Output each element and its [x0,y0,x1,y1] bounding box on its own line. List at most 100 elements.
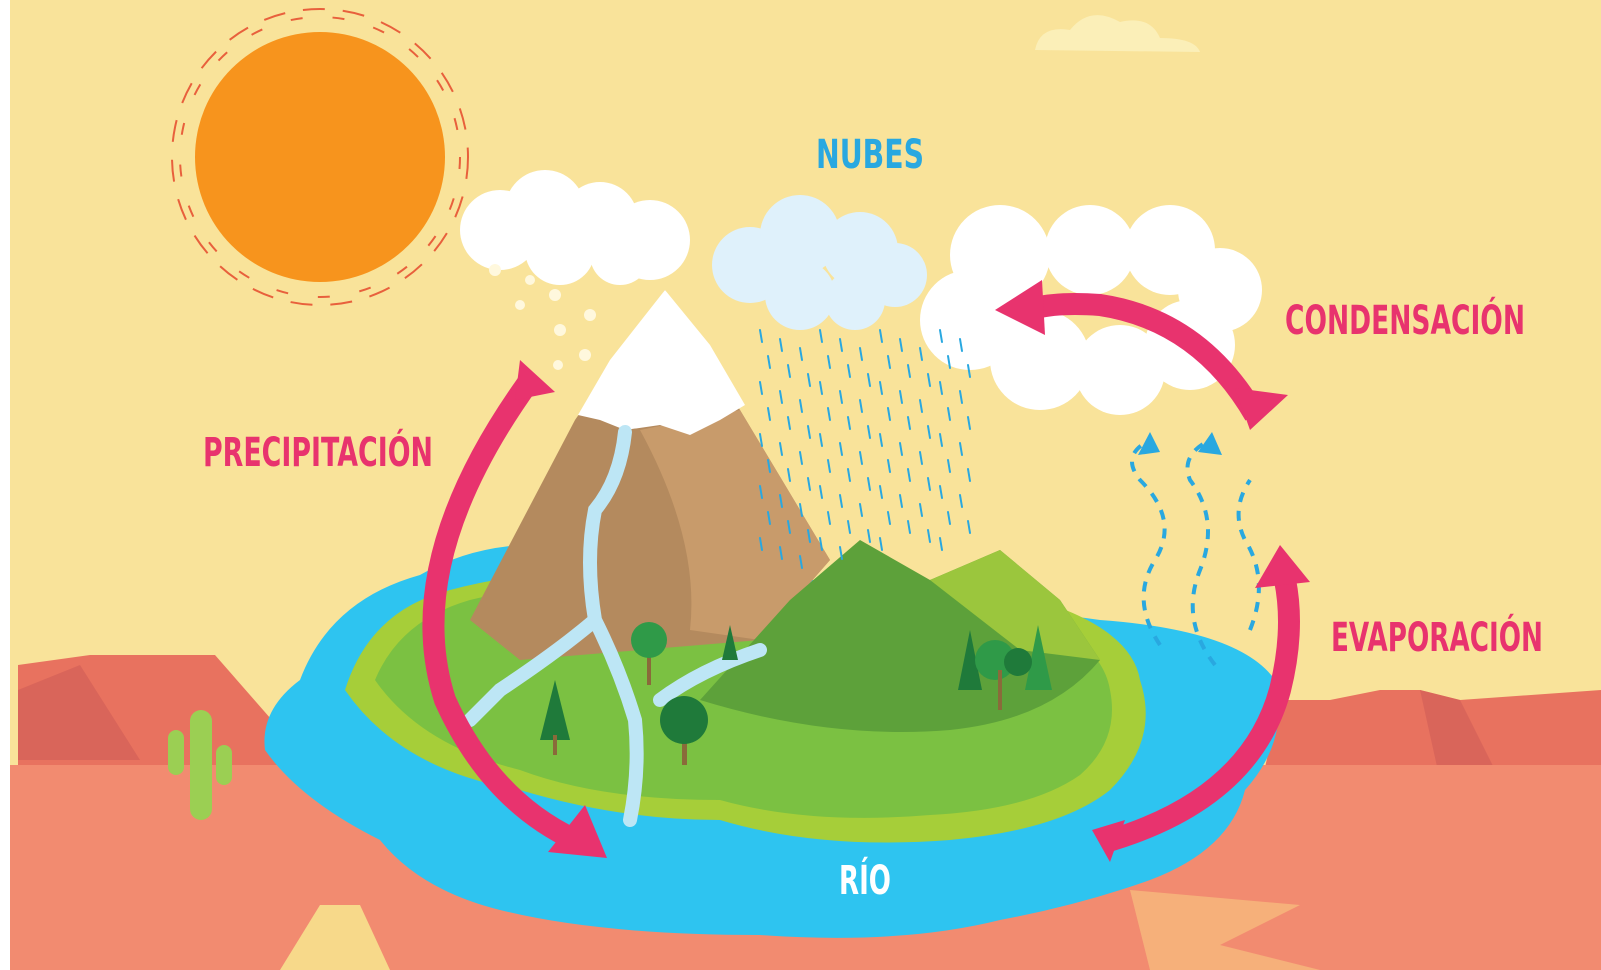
raindrop [847,520,851,534]
raindrop [887,355,891,369]
cactus [168,710,232,820]
label-precipitacion: PRECIPITACIÓN [203,428,433,476]
raindrop [919,347,923,361]
sun-rays [179,16,461,298]
raindrop [887,407,891,421]
raindrop [967,520,971,534]
raindrop [879,381,883,395]
raindrop [947,511,951,525]
raindrop [867,477,871,491]
raindrop [879,485,883,499]
margin [0,0,10,970]
evaporation-lines [1130,438,1261,667]
raindrop [859,399,863,413]
raindrop [879,329,883,343]
raindrop [947,459,951,473]
raindrop [899,390,903,404]
raindrop [799,451,803,465]
raindrop [939,433,943,447]
raindrop [859,503,863,517]
raindrop [779,442,783,456]
raindrop [907,364,911,378]
cloud-middle [712,195,927,330]
raindrop [759,381,763,395]
raindrop [799,347,803,361]
raindrop [887,511,891,525]
evaporation-head [1198,432,1222,455]
raindrop [787,468,791,482]
raindrop [959,494,963,508]
raindrop [967,468,971,482]
arrow-heads [515,280,1310,862]
rain [759,329,971,569]
raindrop [767,355,771,369]
raindrop [959,442,963,456]
raindrop [807,477,811,491]
raindrop [779,390,783,404]
raindrop [819,381,823,395]
raindrop [907,416,911,430]
raindrop [779,494,783,508]
label-condensacion: CONDENSACIÓN [1285,296,1525,344]
raindrop [927,373,931,387]
raindrop [859,347,863,361]
raindrop [799,503,803,517]
mesa-shade [1420,690,1500,780]
river [463,425,767,827]
cloud-right [920,205,1262,415]
raindrop [887,459,891,473]
mesa-shade [18,665,140,760]
raindrop [767,511,771,525]
raindrop [819,329,823,343]
raindrop [839,546,843,560]
raindrop [919,399,923,413]
raindrop [867,373,871,387]
raindrop [967,364,971,378]
raindrop [827,355,831,369]
raindrop [779,546,783,560]
evaporation-head [1138,432,1160,455]
raindrop [807,373,811,387]
raindrop [807,529,811,543]
raindrop [847,364,851,378]
raindrop [919,451,923,465]
raindrop [907,468,911,482]
raindrop [867,529,871,543]
raindrop [787,416,791,430]
raindrop [767,407,771,421]
sun-rays [171,8,469,306]
raindrop [947,355,951,369]
raindrop [919,503,923,517]
raindrop [907,520,911,534]
raindrop [947,407,951,421]
cloud-left [460,170,690,285]
label-evaporacion: EVAPORACIÓN [1331,613,1543,661]
raindrop [799,399,803,413]
raindrop [819,537,823,551]
raindrop [847,416,851,430]
hill-light [930,550,1100,660]
raindrop [759,485,763,499]
raindrop [847,468,851,482]
raindrop [787,364,791,378]
raindrop [759,329,763,343]
cycle-arrows [422,293,1300,853]
raindrop [787,520,791,534]
raindrop [899,338,903,352]
raindrop [939,537,943,551]
label-rio: RÍO [839,856,891,904]
raindrop [807,425,811,439]
snow-cap [578,290,745,435]
raindrop [867,425,871,439]
raindrop [799,555,803,569]
raindrop [899,494,903,508]
raindrop [827,407,831,421]
snow [489,264,596,370]
raindrop [879,537,883,551]
raindrop [899,442,903,456]
raindrop [839,494,843,508]
far-cloud [1035,15,1200,52]
raindrop [959,390,963,404]
raindrop [759,433,763,447]
